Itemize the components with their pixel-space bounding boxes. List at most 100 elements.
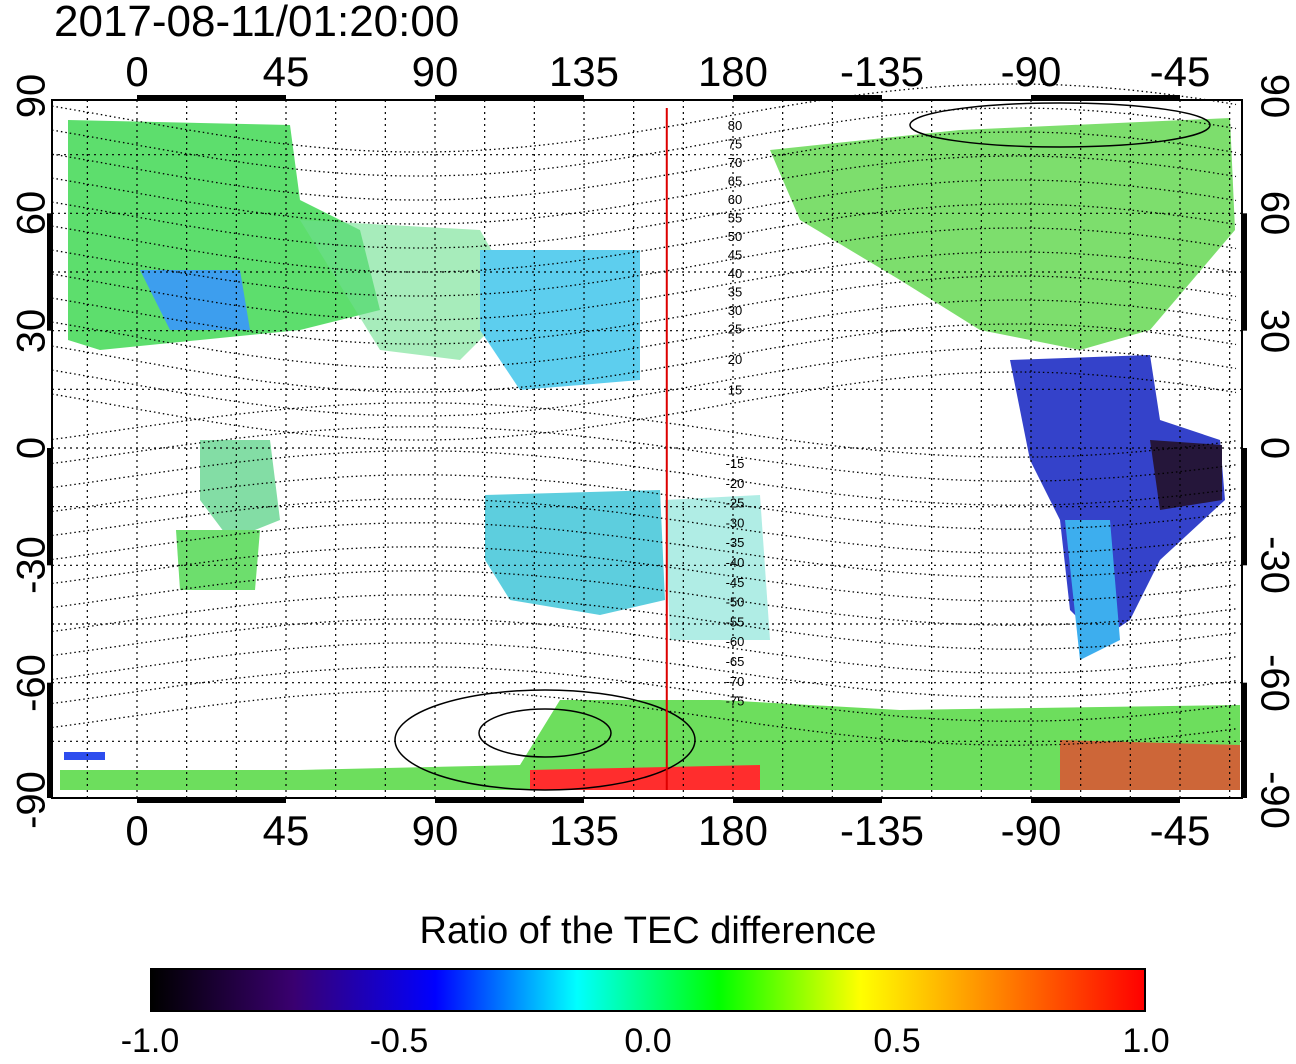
magnetic-latitude-contour [51,107,1237,177]
colorbar-tick-label: -0.5 [369,1022,429,1060]
magnetic-latitude-contour [51,203,1237,273]
contour-label: -30 [726,515,745,530]
frame-tick-bar [435,798,584,803]
contour-label: -40 [726,555,745,570]
contour-label: 35 [728,285,742,300]
right-latitude-label: -90 [1252,771,1296,829]
patch-pacific [665,495,770,640]
left-latitude-labels: 90 60 30 0 -30 -60 -90 [10,74,54,829]
magnetic-latitude-contour [51,402,1237,458]
frame-tick-bar [1242,448,1247,566]
frame-tick-bar [47,682,52,798]
top-longitude-label: -135 [840,48,924,95]
top-longitude-label: 0 [125,48,148,95]
patch-antarctic [60,700,1240,790]
contour-label: 65 [728,174,742,189]
magnetic-latitude-contour [51,618,1237,674]
patch-europe-blue [140,270,250,330]
left-latitude-label: 30 [10,309,54,354]
right-latitude-label: -30 [1252,536,1296,594]
top-longitude-label: -90 [1001,48,1062,95]
magnetic-latitude-contour [51,498,1237,554]
colorbar [150,968,1146,1012]
contour-label: 80 [728,118,742,133]
left-latitude-label: 60 [10,191,54,236]
colorbar-tick-label: 1.0 [1122,1022,1170,1060]
top-longitude-label: 90 [412,48,459,95]
patch-asia [300,220,520,360]
bottom-longitude-label: -45 [1150,807,1211,854]
frame-tick-bar [435,95,584,100]
frame-tick-bar [137,95,286,100]
contour-label: -35 [726,535,745,550]
left-latitude-label: -60 [10,654,54,712]
patch-south-america-blue [1010,355,1225,640]
contour-label: -75 [726,694,745,709]
contour-label: 60 [728,192,742,207]
top-longitude-label: 135 [549,48,619,95]
contour-label: -65 [726,654,745,669]
right-latitude-label: 60 [1252,191,1296,236]
right-latitude-label: 0 [1252,437,1296,459]
magnetic-latitude-contour [51,179,1237,249]
frame-tick-bar [137,798,286,803]
right-latitude-label: 30 [1252,309,1296,354]
frame-tick-bar [733,95,882,100]
colorbar-tick-label: 0.5 [873,1022,921,1060]
bottom-longitude-label: 135 [549,807,619,854]
contour-label: 25 [728,322,742,337]
colorbar-title: Ratio of the TEC difference [419,910,877,952]
frame-tick-bar [1031,798,1180,803]
contour-label: -15 [726,456,745,471]
bottom-longitude-label: 0 [125,807,148,854]
magnetic-contours [51,83,1237,791]
contour-label: -50 [726,595,745,610]
contour-label: 75 [728,137,742,152]
magnetic-latitude-contour [51,347,1237,417]
contour-label: 30 [728,303,742,318]
top-longitude-labels: 0 45 90 135 180 -135 -90 -45 [125,48,1210,95]
frame-tick-bar [1242,682,1247,798]
right-latitude-label: 90 [1252,74,1296,119]
patch-north-america [770,118,1235,350]
top-longitude-label: 180 [698,48,768,95]
magnetic-latitude-contour [51,227,1237,297]
magnetic-latitude-contour [51,642,1237,698]
patch-africa [200,440,280,540]
top-longitude-label: -45 [1150,48,1211,95]
magnetic-latitude-contour [51,323,1237,393]
frame-tick-bar [1031,95,1180,100]
magnetic-latitude-contour [51,155,1237,225]
contour-label: -70 [726,674,745,689]
timestamp-title: 2017-08-11/01:20:00 [54,0,460,46]
colorbar-tick-label: 0.0 [624,1022,672,1060]
magnetic-latitude-contour [51,450,1237,506]
contour-label: -25 [726,496,745,511]
polar-contour [478,708,612,758]
polar-contour [394,689,696,791]
magnetic-latitude-contour [51,251,1237,321]
frame-tick-bar [1242,213,1247,331]
contour-label: -45 [726,575,745,590]
frame-tick-bar [47,213,52,331]
contour-label: 70 [728,155,742,170]
contour-label: -20 [726,476,745,491]
magnetic-latitude-contour [51,666,1237,722]
patch-antarctic-red-east [1060,740,1240,790]
bottom-longitude-label: -135 [840,807,924,854]
colorbar-tick-label: -1.0 [120,1022,180,1060]
contour-label: 55 [728,211,742,226]
magnetic-latitude-contour [51,83,1237,153]
bottom-longitude-label: 90 [412,807,459,854]
magnetic-latitude-contour [51,371,1237,441]
contour-label: -55 [726,614,745,629]
patch-south-america-dark [1150,440,1222,510]
magnetic-latitude-contour [51,299,1237,369]
graticule [52,100,1242,798]
contour-label: 15 [728,383,742,398]
contour-labels: 80 75 70 65 60 55 50 45 40 35 30 25 20 15 -15 -20 -25 -30… [726,118,745,709]
magnetic-latitude-contour [51,131,1237,201]
contour-label: 45 [728,248,742,263]
bottom-longitude-label: -90 [1001,807,1062,854]
left-latitude-label: 0 [10,437,54,459]
